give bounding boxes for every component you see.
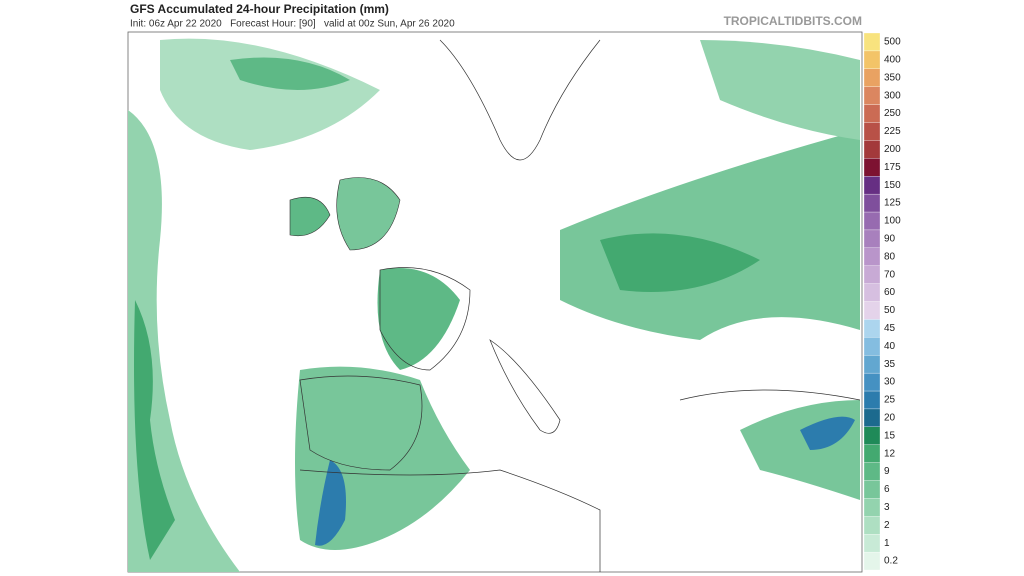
colorbar-cell [863,176,881,195]
colorbar-label: 70 [884,269,896,280]
colorbar-label: 500 [884,37,901,48]
colorbar-cell [863,301,881,320]
colorbar-label: 175 [884,162,901,173]
colorbar-cell [863,122,881,141]
land-turkey [679,389,861,401]
colorbar-cell [863,50,881,69]
colorbar-cell [863,355,881,374]
colorbar-label: 9 [884,466,890,477]
colorbar-cell [863,247,881,266]
colorbar-cell [863,211,881,231]
colorbar-label: 50 [884,305,896,316]
colorbar-cell [863,337,881,356]
colorbar-label: 15 [884,430,896,441]
colorbar-cell [863,193,881,213]
colorbar-cell [863,372,881,392]
precip-area [128,110,240,572]
colorbar-label: 6 [884,484,890,495]
land-ireland [289,196,331,237]
title: GFS Accumulated 24-hour Precipitation (m… [130,2,389,16]
colorbar-cell [863,229,881,248]
colorbar-label: 20 [884,412,896,423]
colorbar-label: 45 [884,323,896,334]
colorbar-cell [863,32,881,52]
precip-area [134,300,175,560]
colorbar-label: 90 [884,233,896,244]
colorbar-label: 0.2 [884,556,898,567]
precip-area [600,233,760,292]
colorbar-label: 350 [884,72,901,83]
colorbar-cell [863,462,881,481]
colorbar-label: 30 [884,377,896,388]
colorbar-label: 100 [884,216,901,227]
colorbar: 0.21236912152025303540455060708090100125… [863,32,901,571]
colorbar-label: 35 [884,359,896,370]
colorbar-label: 12 [884,448,896,459]
colorbar-cell [863,140,881,159]
colorbar-label: 25 [884,395,896,406]
colorbar-label: 1 [884,538,890,549]
land-scandinavia [439,39,601,161]
colorbar-cell [863,86,881,105]
colorbar-cell [863,498,881,517]
land-britain [336,177,401,251]
colorbar-label: 225 [884,126,901,137]
colorbar-label: 60 [884,287,896,298]
colorbar-label: 250 [884,108,901,119]
colorbar-cell [863,551,881,571]
land-iberia [299,375,423,471]
land-italy [489,339,561,434]
colorbar-cell [863,516,881,535]
precip-area [800,416,855,450]
map [127,31,863,573]
colorbar-cell [863,265,881,284]
subtitle: Init: 06z Apr 22 2020 Forecast Hour: [90… [130,19,455,30]
colorbar-label: 300 [884,90,901,101]
colorbar-cell [863,68,881,87]
precip-area [377,268,460,370]
colorbar-label: 3 [884,502,890,513]
colorbar-cell [863,319,881,338]
colorbar-label: 150 [884,180,901,191]
colorbar-cell [863,158,881,177]
land-france [379,267,471,371]
source: TROPICALTIDBITS.COM [724,14,862,28]
colorbar-label: 80 [884,251,896,262]
colorbar-label: 200 [884,144,901,155]
colorbar-cell [863,426,881,445]
colorbar-cell [863,444,881,463]
precip-area [230,57,350,90]
colorbar-label: 125 [884,198,901,209]
precip-area [160,38,380,151]
colorbar-cell [863,408,881,427]
colorbar-label: 40 [884,341,896,352]
colorbar-cell [863,534,881,553]
colorbar-cell [863,480,881,499]
colorbar-label: 400 [884,54,901,65]
precip-area [700,40,860,140]
colorbar-cell [863,104,881,123]
precip-area [315,460,346,546]
colorbar-cell [863,283,881,302]
land-north-africa [299,469,601,572]
colorbar-cell [863,390,881,410]
colorbar-label: 2 [884,520,890,531]
